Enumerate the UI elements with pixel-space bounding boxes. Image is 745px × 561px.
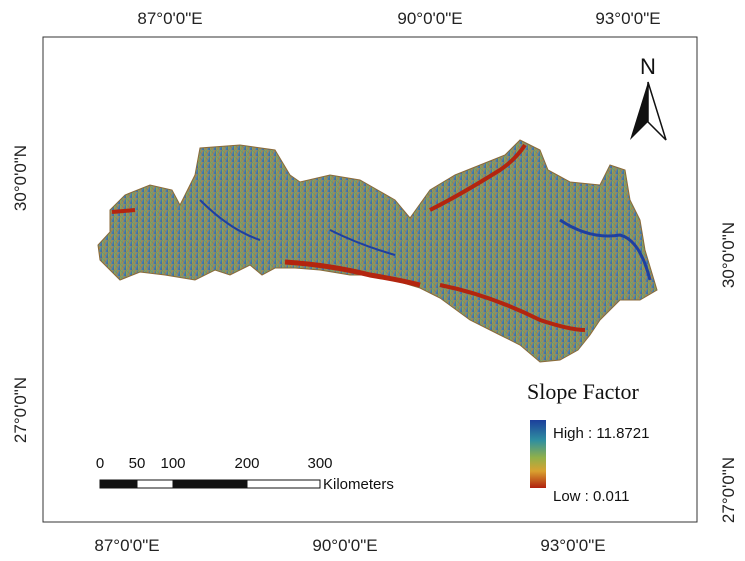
scale-bar: 0 50 100 200 300 Kilometers [96,455,394,493]
right-label: 27°0'0"N [719,457,738,523]
top-label: 87°0'0"E [137,9,202,28]
scale-label: 300 [307,455,332,472]
bottom-label: 93°0'0"E [540,536,605,555]
scale-label: 200 [234,455,259,472]
scale-label: 100 [160,455,185,472]
bottom-label: 87°0'0"E [94,536,159,555]
legend-low: Low : 0.011 [553,488,629,505]
top-label: 90°0'0"E [397,9,462,28]
scale-label: 0 [96,455,104,472]
top-label: 93°0'0"E [595,9,660,28]
right-label: 30°0'0"N [719,222,738,288]
legend-ramp [530,420,546,488]
scale-unit: Kilometers [323,476,394,493]
region [97,139,658,363]
bottom-label: 90°0'0"E [312,536,377,555]
north-arrow: N [630,54,667,141]
left-label: 30°0'0"N [11,145,30,211]
legend-title: Slope Factor [527,379,639,404]
left-label: 27°0'0"N [11,377,30,443]
legend-high: High : 11.8721 [553,425,649,442]
scale-label: 50 [129,455,146,472]
legend: Slope Factor High : 11.8721 Low : 0.011 [527,379,649,505]
north-label: N [640,54,656,79]
